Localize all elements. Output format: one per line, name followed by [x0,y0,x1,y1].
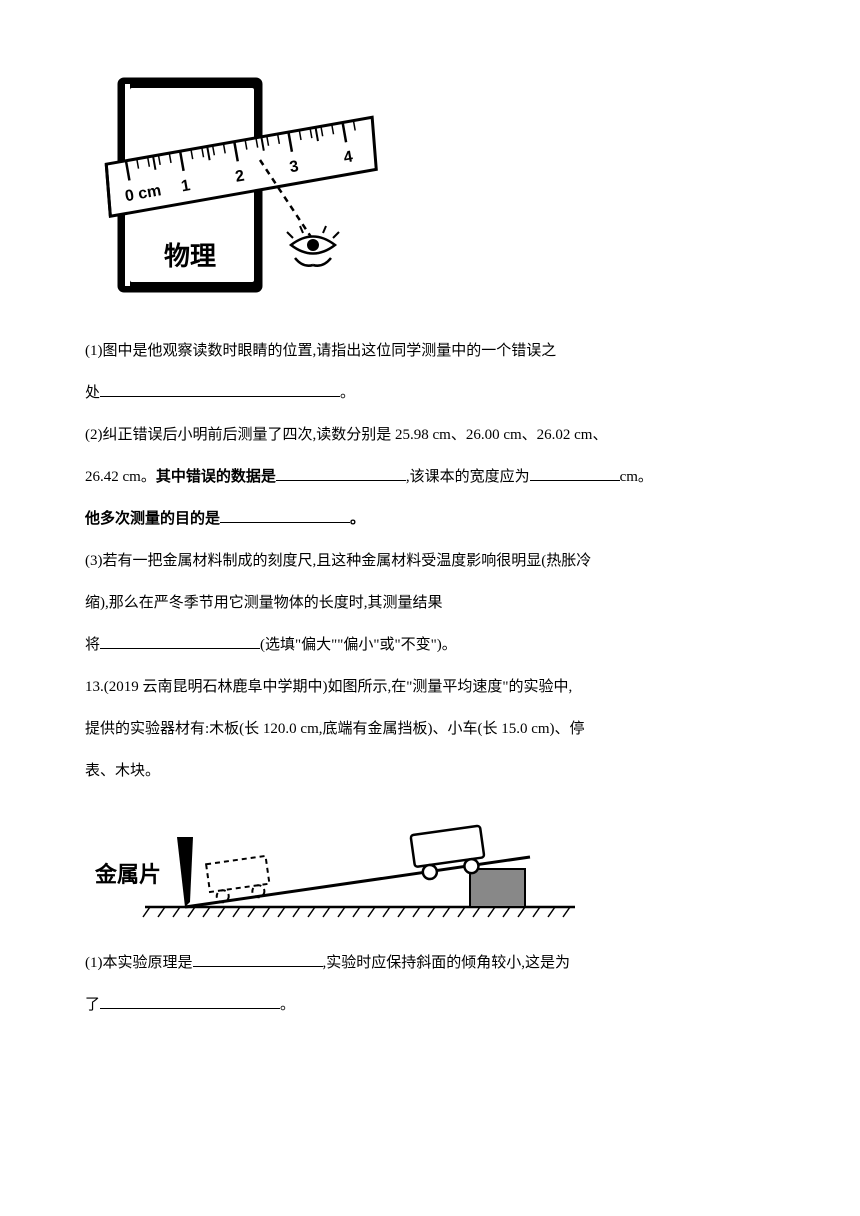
question-3-line2: 缩),那么在严冬季节用它测量物体的长度时,其测量结果 [85,582,775,624]
book-label: 物理 [164,242,216,271]
cart-top-solid [411,826,487,881]
question-13-intro-1: 13.(2019 云南昆明石林鹿阜中学期中)如图所示,在"测量平均速度"的实验中… [85,666,775,708]
blank-q2-wrong-data[interactable] [276,461,406,481]
blank-q13-reason[interactable] [100,989,280,1009]
eye-icon [287,226,339,266]
blank-q1[interactable] [100,377,340,397]
question-1-text: (1)图中是他观察读数时眼睛的位置,请指出这位同学测量中的一个错误之 [85,330,775,372]
blank-q13-principle[interactable] [193,947,323,967]
blank-q2-width[interactable] [530,461,620,481]
blank-q2-purpose[interactable] [220,503,350,523]
question-13-1-line1: (1)本实验原理是,实验时应保持斜面的倾角较小,这是为 [85,942,775,984]
question-2-line2: 26.42 cm。其中错误的数据是,该课本的宽度应为cm。 [85,456,775,498]
metal-plate-label: 金属片 [94,862,161,887]
blank-q3[interactable] [100,629,260,649]
question-13-intro-3: 表、木块。 [85,750,775,792]
ground-hatching [143,907,570,917]
incline-experiment-figure: 金属片 [85,807,585,927]
question-13-1-line2: 了。 [85,984,775,1026]
question-2-text: (2)纠正错误后小明前后测量了四次,读数分别是 25.98 cm、26.00 c… [85,414,775,456]
question-1-line2: 处。 [85,372,775,414]
question-2-line3: 他多次测量的目的是。 [85,498,775,540]
metal-stop [177,837,193,907]
question-13-intro-2: 提供的实验器材有:木板(长 120.0 cm,底端有金属挡板)、小车(长 15.… [85,708,775,750]
question-3-line1: (3)若有一把金属材料制成的刻度尺,且这种金属材料受温度影响很明显(热胀冷 [85,540,775,582]
question-3-line3: 将(选填"偏大""偏小"或"不变")。 [85,624,775,666]
ruler-measurement-figure: 物理 0 cm 1 2 3 4 [85,60,385,310]
support-block [470,869,525,907]
